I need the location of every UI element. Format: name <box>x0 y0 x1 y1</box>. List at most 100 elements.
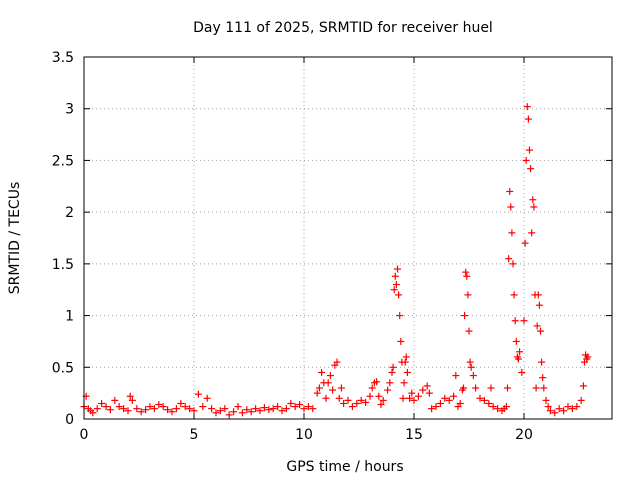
data-point <box>523 103 531 111</box>
data-point <box>394 265 401 273</box>
grid <box>84 57 612 419</box>
data-point <box>466 358 474 366</box>
data-point <box>315 384 323 392</box>
data-point <box>408 389 416 397</box>
data-point <box>287 399 295 407</box>
data-point <box>462 268 470 276</box>
data-point <box>399 394 407 402</box>
data-point <box>203 394 211 402</box>
data-point <box>89 409 97 417</box>
data-point <box>221 405 229 413</box>
data-point <box>535 301 543 309</box>
data-point <box>472 384 480 392</box>
data-point <box>357 396 365 404</box>
data-point <box>133 405 141 413</box>
data-point <box>432 403 440 411</box>
data-point <box>538 358 546 366</box>
data-point <box>379 396 387 404</box>
data-point <box>505 255 513 263</box>
data-point <box>400 379 408 387</box>
axis-ticks: 0 5 10 15 20 0 0.5 1 1.5 2 2.5 3 3.5 <box>52 50 612 443</box>
y-tick-label: 2 <box>65 205 74 221</box>
data-point <box>329 386 337 394</box>
data-point <box>396 312 404 320</box>
data-point <box>190 407 198 415</box>
data-point <box>502 403 510 411</box>
data-point <box>335 394 343 402</box>
data-point <box>304 403 312 411</box>
data-point <box>546 407 554 415</box>
data-point <box>128 396 136 404</box>
data-point <box>445 396 453 404</box>
data-point <box>362 398 370 406</box>
data-point <box>516 348 524 356</box>
data-point <box>534 291 542 299</box>
plot-frame <box>83 56 613 420</box>
data-point <box>464 291 472 299</box>
data-point <box>533 322 541 330</box>
data-point <box>551 409 559 417</box>
data-point <box>423 382 431 390</box>
data-point <box>560 407 568 415</box>
data-point <box>485 399 493 407</box>
data-point <box>530 203 538 211</box>
data-point <box>238 409 246 417</box>
data-point <box>234 403 242 411</box>
data-point <box>388 368 396 376</box>
data-point <box>199 403 207 411</box>
y-tick-label: 1 <box>65 309 74 325</box>
data-point <box>102 403 110 411</box>
data-point <box>476 394 484 402</box>
data-point <box>528 229 536 237</box>
data-point <box>353 399 361 407</box>
data-point <box>504 384 511 392</box>
data-point <box>274 403 282 411</box>
data-point <box>181 403 189 411</box>
data-point <box>542 396 550 404</box>
data-point <box>344 396 352 404</box>
data-point <box>373 378 381 386</box>
data-point <box>425 389 433 397</box>
data-point <box>518 368 526 376</box>
data-point <box>146 403 154 411</box>
data-point <box>260 404 268 412</box>
x-tick-label: 0 <box>80 427 89 443</box>
data-point <box>463 272 471 280</box>
data-point <box>265 406 273 414</box>
data-point <box>456 399 464 407</box>
data-point <box>348 403 356 411</box>
data-point <box>93 405 101 413</box>
data-point <box>313 389 321 397</box>
data-point <box>537 327 544 335</box>
data-point <box>124 407 132 415</box>
data-point <box>555 405 563 413</box>
data-point <box>512 337 520 345</box>
data-point <box>460 384 467 392</box>
data-point <box>278 407 286 415</box>
data-point <box>164 406 172 414</box>
data-point <box>337 384 345 392</box>
data-point <box>414 392 422 400</box>
data-point <box>469 372 477 380</box>
data-point <box>256 407 264 415</box>
data-point <box>142 406 150 414</box>
data-point <box>532 384 540 392</box>
data-point <box>508 229 516 237</box>
data-point <box>521 239 529 247</box>
data-point <box>159 403 167 411</box>
data-point <box>544 403 552 411</box>
data-point <box>322 394 330 402</box>
data-point <box>403 368 411 376</box>
data-point <box>467 363 475 371</box>
data-point <box>406 394 414 402</box>
data-point <box>115 403 123 411</box>
y-tick-label: 0 <box>65 412 74 428</box>
data-point <box>520 317 528 325</box>
data-point <box>309 405 317 413</box>
data-point <box>510 291 518 299</box>
data-point <box>509 260 517 268</box>
chart-title: Day 111 of 2025, SRMTID for receiver hue… <box>193 20 493 36</box>
data-point <box>326 372 334 380</box>
data-point <box>168 408 176 416</box>
